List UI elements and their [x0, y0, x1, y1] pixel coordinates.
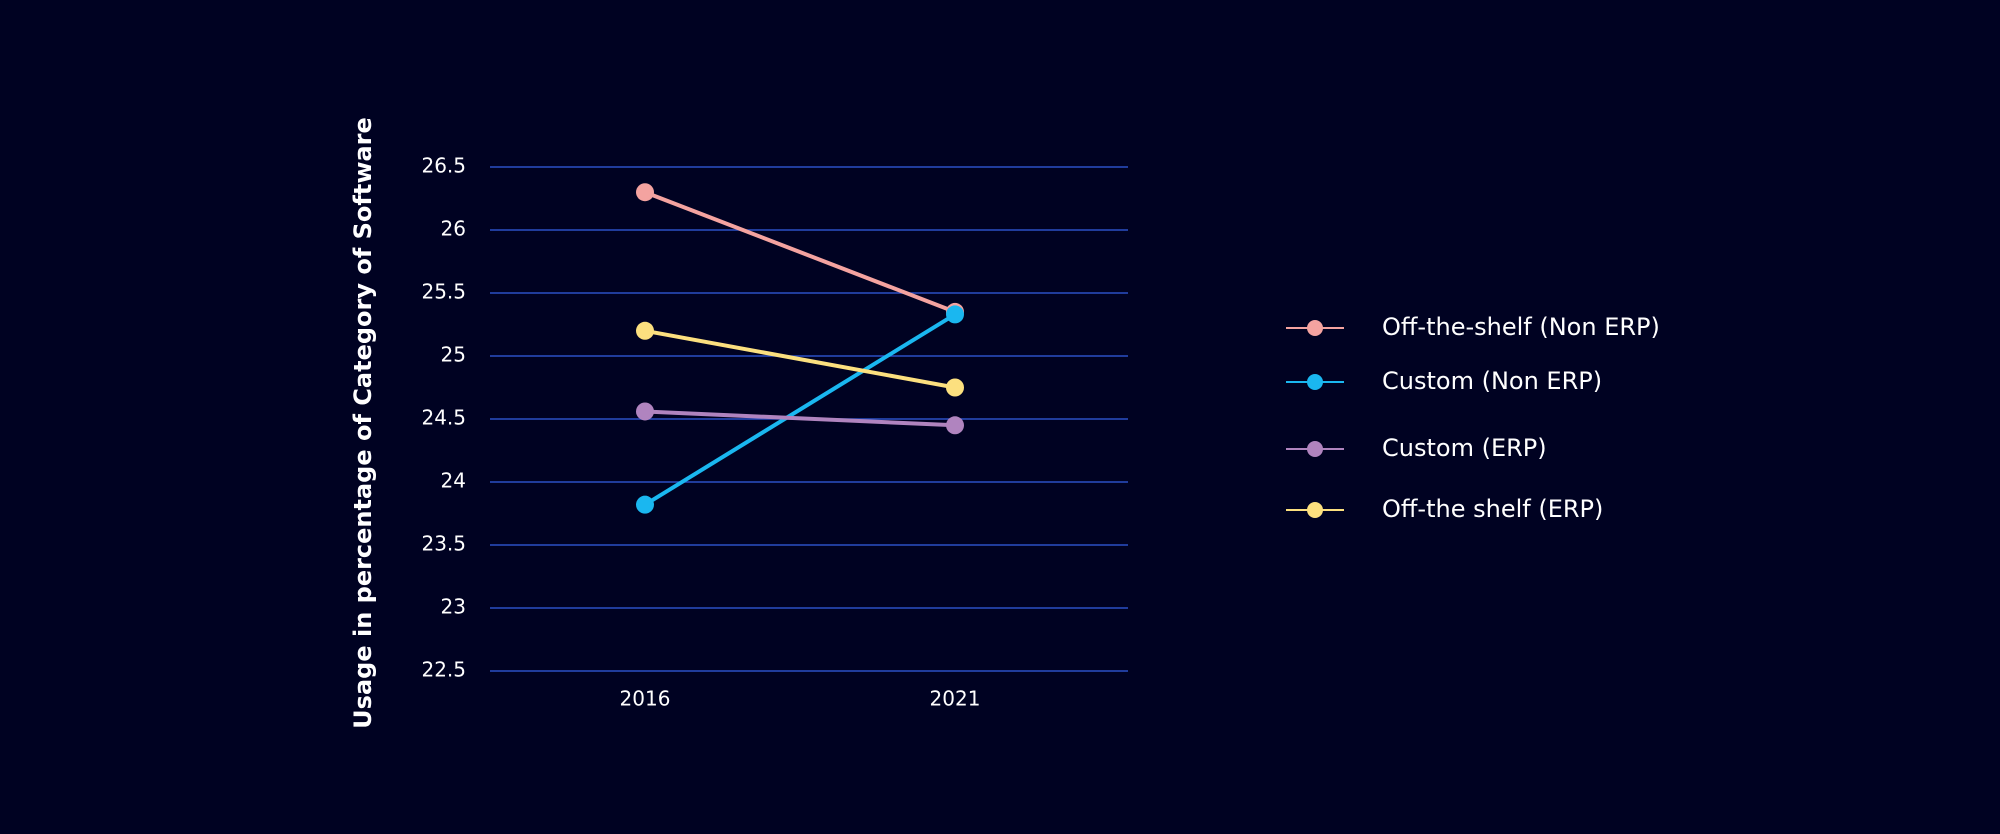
data-point	[636, 183, 654, 202]
y-tick-label: 26	[441, 217, 466, 241]
y-tick-label: 25.5	[421, 280, 466, 304]
y-tick-label: 26.5	[421, 154, 466, 178]
data-point	[636, 495, 654, 514]
legend-item: Off-the shelf (ERP)	[1286, 495, 1603, 523]
series-lines	[636, 183, 964, 514]
legend-label: Off-the-shelf (Non ERP)	[1382, 313, 1660, 341]
series-line	[644, 190, 956, 314]
y-tick-label: 23.5	[421, 532, 466, 556]
legend: Off-the-shelf (Non ERP) Custom (Non ERP) C…	[1286, 313, 1660, 523]
legend-label: Custom (Non ERP)	[1382, 367, 1602, 395]
series-line	[644, 409, 956, 428]
legend-label: Custom (ERP)	[1382, 434, 1547, 462]
legend-label: Off-the shelf (ERP)	[1382, 495, 1603, 523]
legend-item: Custom (ERP)	[1286, 434, 1547, 462]
series-1	[636, 183, 964, 321]
legend-swatch-marker	[1307, 374, 1323, 390]
data-point	[636, 402, 654, 421]
y-tick-label: 24.5	[421, 406, 466, 430]
y-axis-label: Usage in percentage of Category of Softw…	[349, 117, 377, 729]
series-3	[636, 402, 964, 435]
data-point	[946, 378, 964, 397]
y-tick-label: 24	[441, 469, 466, 493]
y-tick-label: 23	[441, 595, 466, 619]
legend-item: Off-the-shelf (Non ERP)	[1286, 313, 1660, 341]
data-point	[946, 416, 964, 435]
data-point	[946, 305, 964, 324]
legend-item: Custom (Non ERP)	[1286, 367, 1602, 395]
y-tick-label: 22.5	[421, 658, 466, 682]
y-tick-labels: 22.5 23 23.5 24 24.5 25 25.5 26 26.5	[421, 154, 466, 682]
series-4	[636, 321, 964, 397]
legend-swatch-marker	[1307, 502, 1323, 518]
y-tick-label: 25	[441, 343, 466, 367]
x-tick-label: 2021	[930, 687, 981, 711]
x-tick-label: 2016	[620, 687, 671, 711]
series-2	[636, 305, 964, 514]
data-point	[636, 321, 654, 340]
legend-swatch-marker	[1307, 320, 1323, 336]
x-tick-labels: 2016 2021	[620, 687, 981, 711]
legend-swatch-marker	[1307, 441, 1323, 457]
series-line	[644, 328, 956, 390]
series-line	[643, 312, 957, 507]
